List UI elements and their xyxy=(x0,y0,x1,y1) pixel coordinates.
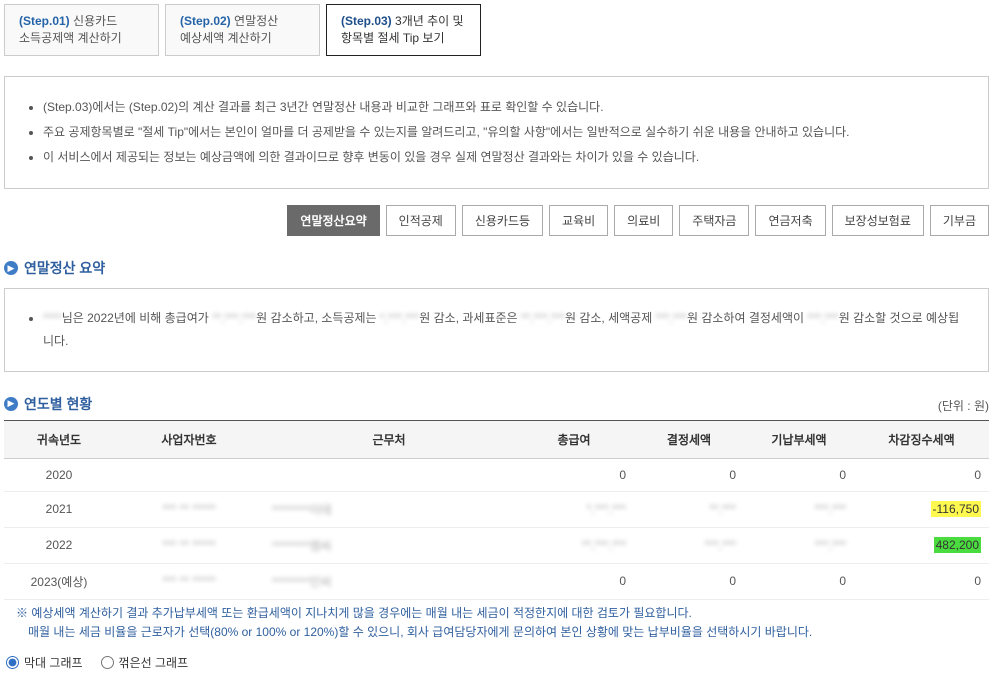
table-header-cell: 근무처 xyxy=(264,420,514,458)
summary-bullet: ****님은 2022년에 비해 총급여가 **,***,***원 감소하고, … xyxy=(43,307,966,353)
table-row: 2021*** ** *************이테*,***,*****,**… xyxy=(4,491,989,527)
cell-biz: *** ** ***** xyxy=(114,527,264,563)
cell-prepaid: ***,*** xyxy=(744,491,854,527)
info-bullet: 이 서비스에서 제공되는 정보는 예상금액에 의한 결과이므로 향후 변동이 있… xyxy=(43,145,966,170)
cell-biz: *** ** ***** xyxy=(114,491,264,527)
category-button[interactable]: 주택자금 xyxy=(679,205,749,236)
section-header-year: ▶ 연도별 현황 xyxy=(4,394,92,414)
footnote-line: ※ 예상세액 계산하기 결과 추가납부세액 또는 환급세액이 지나치게 많을 경… xyxy=(16,606,692,620)
radio-line-chart[interactable]: 꺾은선 그래프 xyxy=(101,654,189,671)
table-header-cell: 총급여 xyxy=(514,420,634,458)
cell-final: **,*** xyxy=(634,491,744,527)
cell-year: 2020 xyxy=(4,458,114,491)
cell-biz xyxy=(114,458,264,491)
step-tab-2[interactable]: (Step.02) 연말정산예상세액 계산하기 xyxy=(165,4,320,56)
cell-prepaid: ***,*** xyxy=(744,527,854,563)
radio-bar-chart[interactable]: 막대 그래프 xyxy=(6,654,83,671)
radio-input-bar[interactable] xyxy=(6,656,19,669)
cell-diff: 482,200 xyxy=(854,527,989,563)
table-header-cell: 결정세액 xyxy=(634,420,744,458)
cell-workplace: ********엠씨 xyxy=(264,527,514,563)
category-button[interactable]: 신용카드등 xyxy=(462,205,543,236)
category-button[interactable]: 의료비 xyxy=(614,205,673,236)
arrow-icon: ▶ xyxy=(4,261,18,275)
step-number: (Step.02) xyxy=(180,14,231,28)
table-row: 20200000 xyxy=(4,458,989,491)
cell-final: 0 xyxy=(634,458,744,491)
info-box: (Step.03)에서는 (Step.02)의 계산 결과를 최근 3년간 연말… xyxy=(4,76,989,190)
radio-label: 꺾은선 그래프 xyxy=(119,654,189,671)
category-button[interactable]: 보장성보험료 xyxy=(832,205,924,236)
step-number: (Step.03) xyxy=(341,14,392,28)
cell-diff: 0 xyxy=(854,458,989,491)
table-header-cell: 사업자번호 xyxy=(114,420,264,458)
footnote: ※ 예상세액 계산하기 결과 추가납부세액 또는 환급세액이 지나치게 많을 경… xyxy=(16,604,989,642)
info-bullet: 주요 공제항목별로 "절세 Tip"에서는 본인이 얼마를 더 공제받을 수 있… xyxy=(43,120,966,145)
cell-prepaid: 0 xyxy=(744,458,854,491)
table-header-cell: 귀속년도 xyxy=(4,420,114,458)
info-bullet: (Step.03)에서는 (Step.02)의 계산 결과를 최근 3년간 연말… xyxy=(43,95,966,120)
step-number: (Step.01) xyxy=(19,14,70,28)
step-tab-1[interactable]: (Step.01) 신용카드소득공제액 계산하기 xyxy=(4,4,159,56)
category-button[interactable]: 기부금 xyxy=(930,205,989,236)
step-tabs: (Step.01) 신용카드소득공제액 계산하기(Step.02) 연말정산예상… xyxy=(4,4,989,56)
table-header-cell: 기납부세액 xyxy=(744,420,854,458)
step-tab-3[interactable]: (Step.03) 3개년 추이 및항목별 절세 Tip 보기 xyxy=(326,4,481,56)
cell-gross: 0 xyxy=(514,458,634,491)
table-row: 2022*** ** *************엠씨**,***,******,… xyxy=(4,527,989,563)
footnote-line: 매월 내는 세금 비율을 근로자가 선택(80% or 100% or 120%… xyxy=(16,623,989,642)
summary-box: ****님은 2022년에 비해 총급여가 **,***,***원 감소하고, … xyxy=(4,288,989,372)
cell-year: 2022 xyxy=(4,527,114,563)
year-table: 귀속년도사업자번호근무처총급여결정세액기납부세액차감징수세액 202000002… xyxy=(4,420,989,600)
cell-year: 2021 xyxy=(4,491,114,527)
section-header-summary: ▶ 연말정산 요약 xyxy=(4,258,989,278)
cell-gross: *,***,*** xyxy=(514,491,634,527)
cell-diff: 0 xyxy=(854,563,989,599)
table-header-cell: 차감징수세액 xyxy=(854,420,989,458)
cell-gross: **,***,*** xyxy=(514,527,634,563)
radio-label: 막대 그래프 xyxy=(24,654,83,671)
cell-workplace: ********인씨 xyxy=(264,563,514,599)
section-title: 연말정산 요약 xyxy=(24,258,105,278)
cell-workplace: ********이테 xyxy=(264,491,514,527)
cell-diff: -116,750 xyxy=(854,491,989,527)
radio-input-line[interactable] xyxy=(101,656,114,669)
cell-gross: 0 xyxy=(514,563,634,599)
cell-final: ***,*** xyxy=(634,527,744,563)
cell-year: 2023(예상) xyxy=(4,563,114,599)
cell-biz: *** ** ***** xyxy=(114,563,264,599)
cell-workplace xyxy=(264,458,514,491)
category-button[interactable]: 연금저축 xyxy=(755,205,825,236)
category-buttons: 연말정산요약인적공제신용카드등교육비의료비주택자금연금저축보장성보험료기부금 xyxy=(4,205,989,236)
cell-prepaid: 0 xyxy=(744,563,854,599)
unit-label: (단위 : 원) xyxy=(938,397,989,414)
cell-final: 0 xyxy=(634,563,744,599)
category-button[interactable]: 연말정산요약 xyxy=(287,205,379,236)
arrow-icon: ▶ xyxy=(4,397,18,411)
category-button[interactable]: 교육비 xyxy=(549,205,608,236)
category-button[interactable]: 인적공제 xyxy=(386,205,456,236)
chart-type-radios: 막대 그래프 꺾은선 그래프 xyxy=(6,654,989,671)
section-title: 연도별 현황 xyxy=(24,394,92,414)
table-row: 2023(예상)*** ** *************인씨0000 xyxy=(4,563,989,599)
